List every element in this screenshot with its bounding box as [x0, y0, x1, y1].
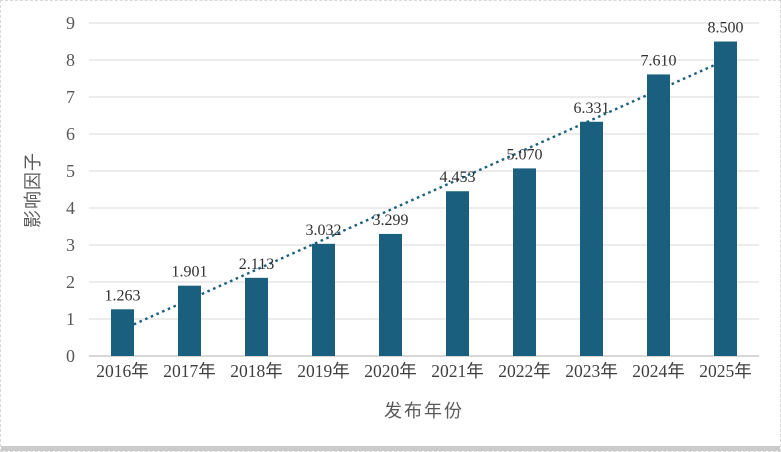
- x-tick-label: 2025年: [699, 361, 752, 381]
- y-tick-label: 3: [66, 235, 75, 255]
- trendline: [122, 59, 726, 331]
- bars: [111, 41, 737, 357]
- y-tick-label: 0: [66, 346, 75, 366]
- x-tick-label: 2020年: [364, 361, 417, 381]
- x-tick-label: 2019年: [297, 361, 350, 381]
- bar: [513, 168, 536, 356]
- y-axis-title: 影响因子: [23, 152, 43, 228]
- data-label: 6.331: [574, 100, 610, 117]
- bar: [245, 277, 268, 356]
- data-label: 7.610: [641, 52, 677, 69]
- bar: [312, 243, 335, 356]
- bar: [580, 121, 603, 357]
- y-tick-label: 7: [66, 87, 75, 107]
- bar: [178, 285, 201, 356]
- y-axis-tick-labels: 0 1 2 3 4 5 6 7 8 9: [66, 13, 75, 366]
- data-label: 1.901: [172, 264, 208, 281]
- bar: [714, 41, 737, 356]
- x-tick-label: 2023年: [565, 361, 618, 381]
- y-tick-label: 6: [66, 124, 75, 144]
- data-label: 4.453: [440, 169, 476, 186]
- x-tick-label: 2016年: [96, 361, 149, 381]
- x-tick-label: 2017年: [163, 361, 216, 381]
- data-labels: 1.263 1.901 2.113 3.032 3.299 4.453 5.070 6.331…: [105, 20, 744, 305]
- y-tick-label: 4: [66, 198, 75, 218]
- bar: [379, 233, 402, 356]
- y-tick-label: 5: [66, 161, 75, 181]
- data-label: 3.299: [373, 212, 409, 229]
- bar: [446, 191, 469, 356]
- x-axis-labels: 2016年 2017年 2018年 2019年 2020年 2021年 2022年 2023年…: [96, 361, 752, 381]
- x-tick-label: 2018年: [230, 361, 283, 381]
- x-tick-label: 2022年: [498, 361, 551, 381]
- y-tick-label: 8: [66, 50, 75, 70]
- data-label: 1.263: [105, 287, 141, 304]
- data-label: 3.032: [306, 222, 342, 239]
- bar: [647, 74, 670, 357]
- data-label: 5.070: [507, 146, 543, 163]
- x-axis-title: 发布年份: [384, 401, 464, 421]
- x-tick-label: 2024年: [632, 361, 685, 381]
- dotted-trendline: [122, 59, 726, 331]
- y-tick-label: 2: [66, 272, 75, 292]
- x-tick-label: 2021年: [431, 361, 484, 381]
- y-tick-label: 1: [66, 309, 75, 329]
- data-label: 2.113: [239, 256, 274, 273]
- data-label: 8.500: [708, 20, 744, 37]
- y-tick-label: 9: [66, 13, 75, 33]
- page-bottom-border: [1, 446, 780, 451]
- bar: [111, 309, 134, 356]
